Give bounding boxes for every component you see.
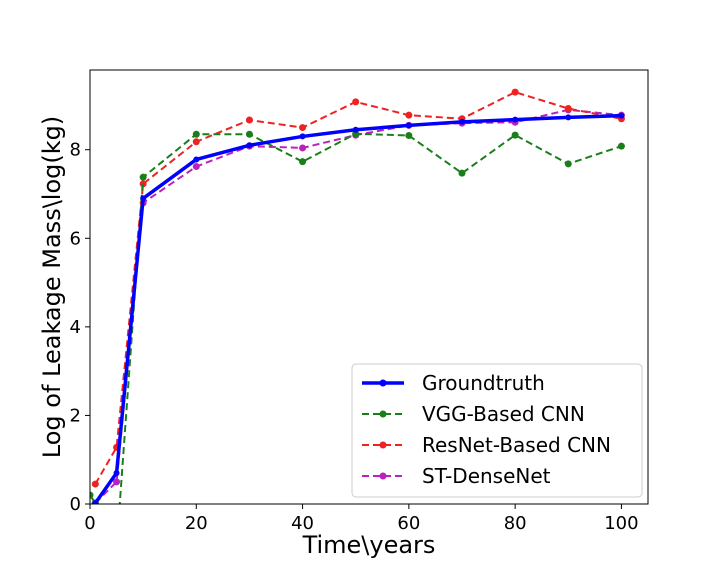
y-tick-label: 6 bbox=[70, 228, 81, 249]
data-point bbox=[299, 133, 306, 140]
y-tick-label: 4 bbox=[70, 317, 81, 338]
series-groundtruth bbox=[92, 112, 625, 504]
data-point bbox=[352, 98, 360, 106]
data-point bbox=[245, 116, 253, 124]
x-tick-label: 100 bbox=[604, 513, 638, 534]
x-tick-label: 40 bbox=[291, 513, 314, 534]
data-point bbox=[618, 112, 625, 119]
data-point bbox=[245, 130, 253, 138]
data-point bbox=[139, 173, 147, 181]
data-point bbox=[91, 480, 99, 488]
legend-label: VGG-Based CNN bbox=[422, 402, 585, 426]
legend-swatch-marker bbox=[379, 379, 387, 387]
data-point bbox=[511, 131, 519, 139]
x-tick-label: 20 bbox=[185, 513, 208, 534]
data-point bbox=[352, 126, 359, 133]
legend-label: ST-DenseNet bbox=[422, 464, 551, 488]
y-tick-label: 2 bbox=[70, 405, 81, 426]
legend-box bbox=[351, 363, 643, 498]
x-tick-label: 0 bbox=[84, 513, 95, 534]
data-point bbox=[458, 169, 466, 177]
data-point bbox=[511, 88, 519, 96]
data-point bbox=[299, 158, 307, 166]
legend-swatch-marker bbox=[379, 441, 387, 449]
y-axis-label: Log of Leakage Mass\log(kg) bbox=[38, 116, 66, 458]
series-line bbox=[94, 91, 622, 485]
legend-swatch-marker bbox=[379, 472, 387, 480]
plot-area-frame bbox=[89, 69, 649, 505]
data-point bbox=[617, 142, 625, 150]
y-tick-label: 0 bbox=[70, 494, 81, 515]
data-point bbox=[565, 114, 572, 121]
data-point bbox=[512, 116, 519, 123]
x-axis-label: Time\years bbox=[302, 531, 436, 559]
legend-label: Groundtruth bbox=[422, 371, 545, 395]
x-tick-label: 60 bbox=[397, 513, 420, 534]
series-line bbox=[93, 113, 622, 504]
data-point bbox=[113, 478, 121, 486]
data-point bbox=[405, 122, 412, 129]
data-point bbox=[192, 130, 200, 138]
legend-swatch-marker bbox=[379, 410, 387, 418]
x-tick-label: 80 bbox=[504, 513, 527, 534]
data-point bbox=[564, 105, 572, 113]
data-point bbox=[192, 138, 200, 146]
y-tick-label: 8 bbox=[70, 140, 81, 161]
data-point bbox=[246, 142, 253, 149]
legend-label: ResNet-Based CNN bbox=[422, 433, 611, 457]
data-point bbox=[140, 195, 147, 202]
data-point bbox=[92, 500, 99, 504]
data-point bbox=[193, 156, 200, 163]
data-point bbox=[564, 160, 572, 168]
data-point bbox=[459, 118, 465, 125]
data-point bbox=[299, 124, 307, 132]
data-point bbox=[113, 470, 120, 476]
data-point bbox=[90, 491, 94, 499]
data-point bbox=[405, 132, 413, 140]
data-point bbox=[299, 144, 307, 152]
legend: Groundtruth VGG-Based CNN ResNet-Based CNN… bbox=[351, 363, 643, 498]
data-point bbox=[192, 163, 200, 171]
data-point bbox=[405, 111, 413, 119]
